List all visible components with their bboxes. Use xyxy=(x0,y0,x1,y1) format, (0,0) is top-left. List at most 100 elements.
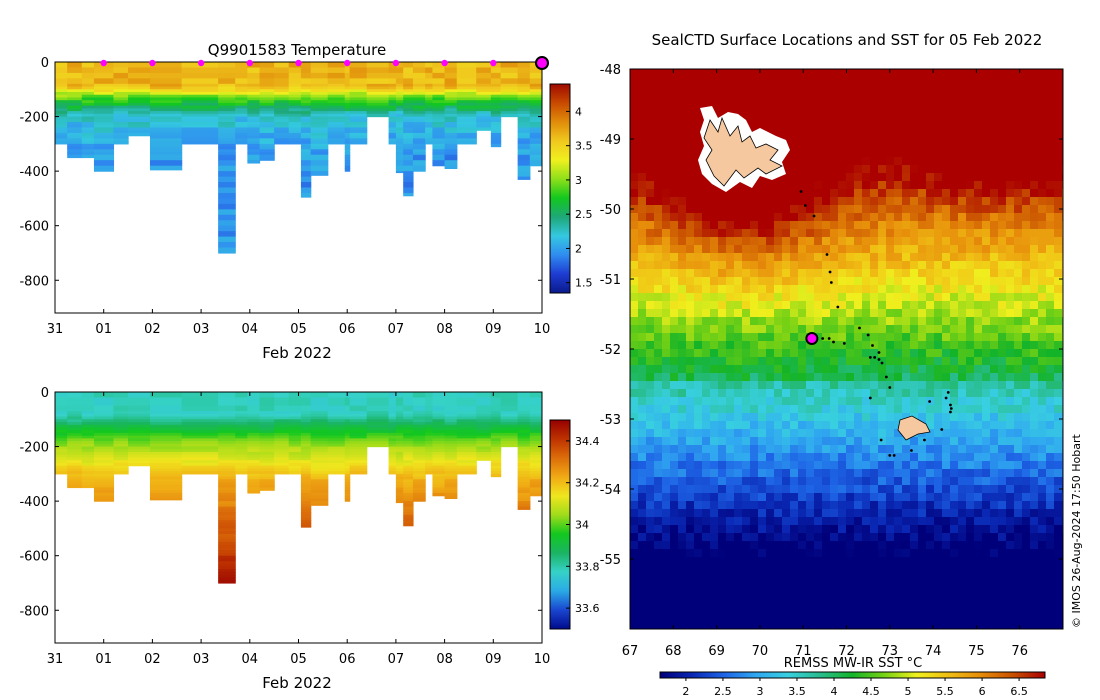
profile-cell xyxy=(67,424,83,429)
profile-cell xyxy=(300,487,312,491)
sst-cell xyxy=(926,373,935,382)
sst-cell xyxy=(918,357,927,366)
profile-cell xyxy=(274,127,290,131)
profile-cell xyxy=(366,400,390,404)
sst-cell xyxy=(942,333,951,342)
profile-cell xyxy=(490,83,502,88)
sst-cell xyxy=(942,413,951,422)
sst-cell xyxy=(918,373,927,382)
profile-cell xyxy=(403,184,414,189)
profile-cell xyxy=(395,113,404,118)
sst-cell xyxy=(734,381,743,390)
profile-cell xyxy=(128,78,151,82)
profile-cell xyxy=(247,105,261,109)
sst-cell xyxy=(838,125,847,134)
sst-cell xyxy=(638,197,647,206)
profile-cell xyxy=(388,102,397,107)
profile-cell xyxy=(432,392,446,396)
profile-cell xyxy=(432,443,446,448)
sst-cell xyxy=(734,245,743,254)
sst-cell xyxy=(670,197,679,206)
sst-cell xyxy=(1030,101,1039,110)
profile-cell xyxy=(344,435,351,439)
sst-cell xyxy=(726,253,735,262)
sst-cell xyxy=(998,117,1007,126)
profile-cell xyxy=(218,400,236,404)
sst-cell xyxy=(758,285,767,294)
profile-cell xyxy=(113,446,129,450)
sst-cell xyxy=(790,253,799,262)
sst-cell xyxy=(1006,69,1015,78)
sst-cell xyxy=(902,333,911,342)
profile-cell xyxy=(288,457,302,461)
sst-cell xyxy=(822,301,831,310)
sst-cell xyxy=(678,269,687,278)
profile-cell xyxy=(300,460,312,464)
sst-cell xyxy=(806,397,815,406)
profile-cell xyxy=(81,138,95,142)
sst-cell xyxy=(902,357,911,366)
sst-cell xyxy=(1006,101,1015,110)
profile-cell xyxy=(247,419,261,423)
profile-cell xyxy=(300,512,312,516)
sst-cell xyxy=(686,125,695,134)
profile-cell xyxy=(349,92,368,96)
sst-cell xyxy=(1054,325,1063,334)
sst-cell xyxy=(774,285,783,294)
sst-cell xyxy=(926,205,935,214)
sst-cell xyxy=(974,133,983,142)
sst-cell xyxy=(638,405,647,414)
profile-cell xyxy=(529,471,542,475)
profile-cell xyxy=(310,484,329,489)
profile-cell xyxy=(81,476,95,480)
profile-cell xyxy=(432,127,446,131)
sst-cell xyxy=(686,349,695,358)
profile-cell xyxy=(300,132,312,137)
sst-cell xyxy=(1030,117,1039,126)
profile-cell xyxy=(247,438,261,442)
sst-cell xyxy=(1014,317,1023,326)
profile-cell xyxy=(259,157,275,161)
sst-cell xyxy=(718,245,727,254)
profile-cell xyxy=(259,152,275,156)
profile-cell xyxy=(412,427,426,431)
profile-cell xyxy=(388,141,397,145)
sst-cell xyxy=(662,157,671,166)
sst-cell xyxy=(798,197,807,206)
sst-cell xyxy=(742,277,751,286)
profile-cell xyxy=(310,122,329,126)
profile-cell xyxy=(349,438,368,442)
sst-cell xyxy=(1022,141,1031,150)
profile-cell xyxy=(218,449,236,453)
sst-cell xyxy=(1006,365,1015,374)
profile-cell xyxy=(128,427,151,431)
sst-cell xyxy=(638,141,647,150)
sst-cell xyxy=(782,397,791,406)
profile-cell xyxy=(395,492,404,497)
profile-cell xyxy=(149,402,183,407)
profile-cell xyxy=(344,443,351,448)
sst-cell xyxy=(998,413,1007,422)
profile-cell xyxy=(81,397,95,401)
sst-cell xyxy=(798,229,807,238)
profile-cell xyxy=(425,132,434,137)
profile-cell xyxy=(218,62,236,66)
sst-cell xyxy=(750,397,759,406)
profile-cell xyxy=(128,70,151,74)
sst-cell xyxy=(646,245,655,254)
sst-cell xyxy=(830,229,839,238)
sst-cell xyxy=(702,293,711,302)
profile-cell xyxy=(349,443,368,448)
sst-cell xyxy=(750,413,759,422)
profile-cell xyxy=(327,108,346,112)
sst-cell xyxy=(950,333,959,342)
profile-cell xyxy=(395,108,404,112)
profile-cell xyxy=(529,432,542,437)
x-tick-label: 02 xyxy=(144,322,161,337)
sst-cell xyxy=(638,189,647,198)
profile-cell xyxy=(412,67,426,71)
profile-cell xyxy=(395,75,404,79)
sst-cell xyxy=(958,397,967,406)
sst-cell xyxy=(918,405,927,414)
sst-cell xyxy=(662,301,671,310)
